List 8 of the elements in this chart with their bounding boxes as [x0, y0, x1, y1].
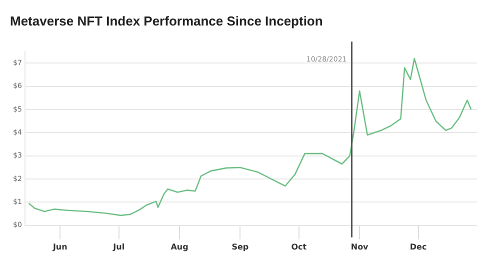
x-tick-label: Nov — [350, 242, 370, 252]
chart-title: Metaverse NFT Index Performance Since Inception — [10, 13, 323, 28]
x-tick-label: Oct — [291, 242, 307, 252]
x-tick-label: Dec — [410, 242, 427, 252]
x-tick-label: Aug — [170, 242, 189, 252]
x-tick-label: Sep — [232, 242, 249, 252]
x-tick-label: Jun — [52, 242, 68, 252]
x-tick-label: Jul — [112, 242, 125, 252]
